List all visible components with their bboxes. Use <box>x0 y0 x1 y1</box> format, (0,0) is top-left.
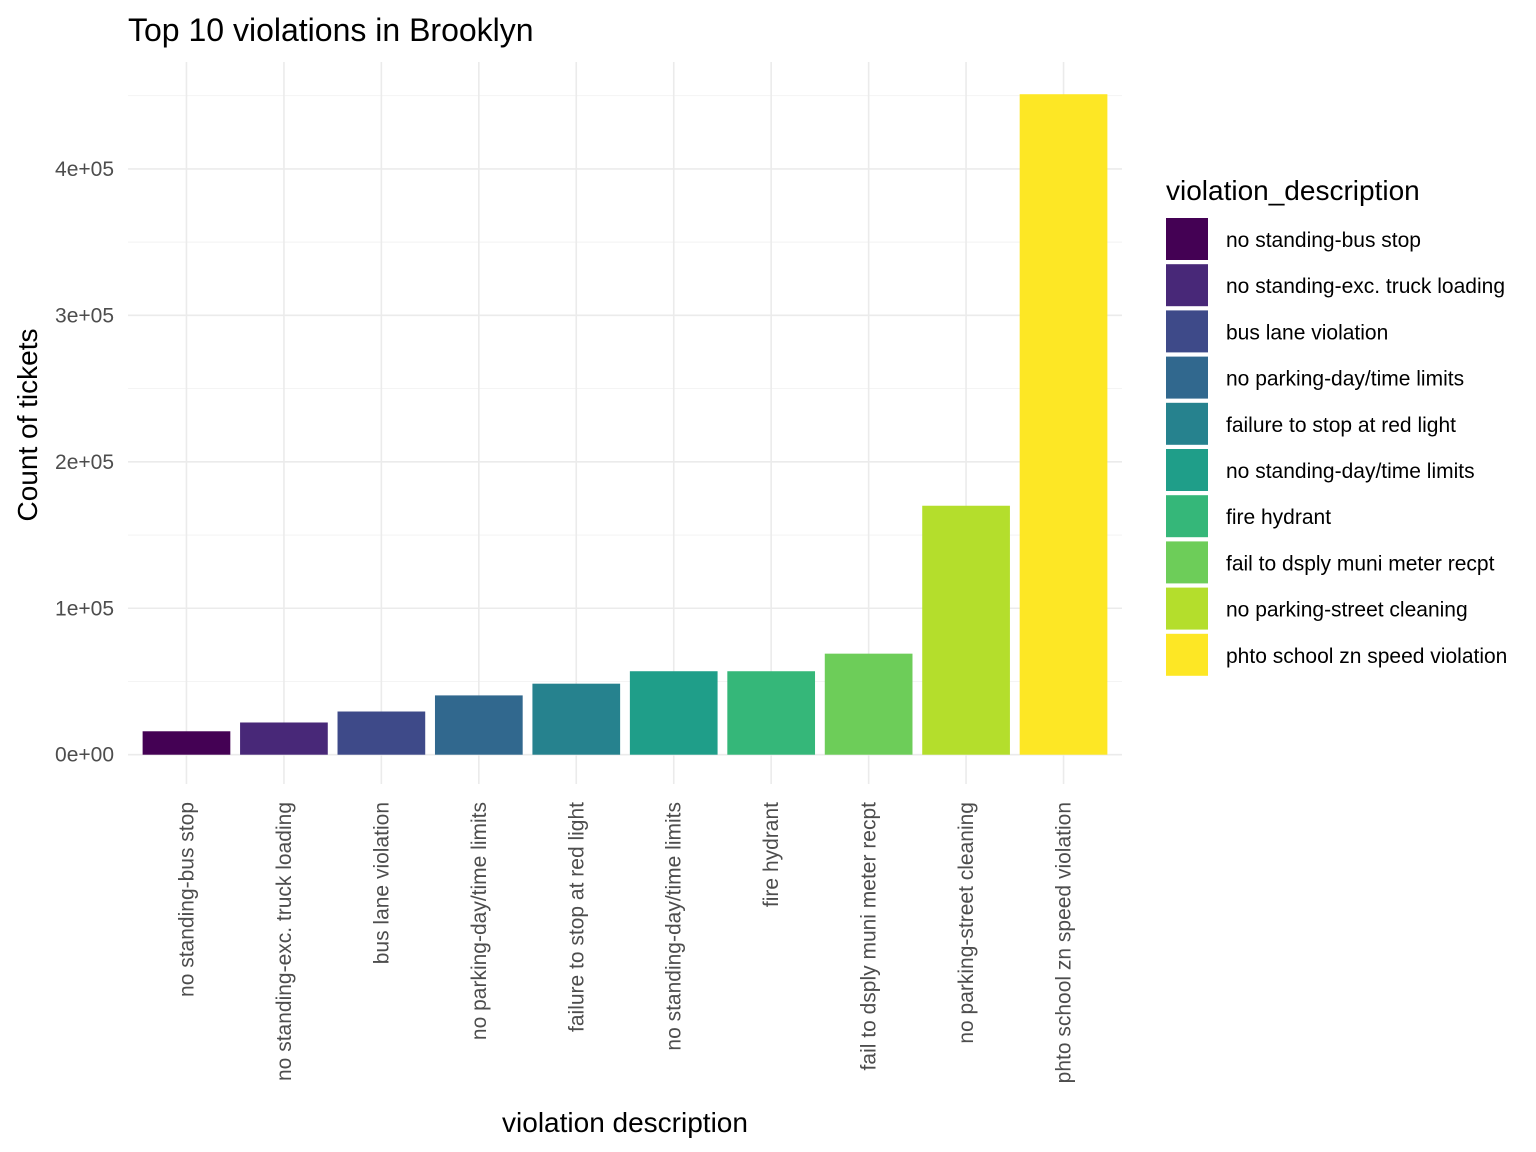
legend-label: no standing-day/time limits <box>1226 460 1475 483</box>
bar-6 <box>629 671 718 755</box>
x-tick-label: no standing-day/time limits <box>663 802 686 1051</box>
legend-key-5 <box>1166 402 1208 445</box>
y-tick-label: 1e+05 <box>55 597 114 620</box>
bar-7 <box>727 671 816 755</box>
legend-key-2 <box>1166 264 1208 307</box>
legend-label: bus lane violation <box>1226 321 1388 344</box>
legend-key-10 <box>1166 633 1208 676</box>
y-tick-label: 0e+00 <box>55 744 114 767</box>
legend: violation_description no standing-bus st… <box>1166 175 1507 676</box>
legend-key-9 <box>1166 587 1208 630</box>
bar-9 <box>922 505 1010 755</box>
legend-label: no standing-exc. truck loading <box>1226 275 1505 298</box>
legend-items: no standing-bus stop no standing-exc. tru… <box>1166 218 1507 676</box>
y-tick-label: 2e+05 <box>55 451 114 474</box>
legend-key-4 <box>1166 356 1208 399</box>
x-tick-label: fail to dsply muni meter recpt <box>858 802 881 1071</box>
y-axis-ticks: 0e+00 1e+05 2e+05 3e+05 4e+05 <box>55 158 114 767</box>
legend-key-3 <box>1166 310 1208 353</box>
x-axis-title: violation description <box>502 1107 748 1138</box>
y-axis-title: Count of tickets <box>12 329 43 522</box>
legend-label: failure to stop at red light <box>1226 414 1456 437</box>
legend-key-8 <box>1166 541 1208 584</box>
chart-title: Top 10 violations in Brooklyn <box>128 12 534 48</box>
legend-label: no standing-bus stop <box>1226 229 1421 252</box>
x-tick-label: fire hydrant <box>760 802 783 907</box>
bar-8 <box>824 653 913 755</box>
bar-2 <box>240 722 328 755</box>
bar-3 <box>337 711 426 755</box>
x-tick-label: bus lane violation <box>370 802 393 964</box>
grid <box>128 62 1122 784</box>
legend-label: no parking-street cleaning <box>1226 599 1468 622</box>
legend-title: violation_description <box>1166 175 1420 206</box>
bar-1 <box>142 731 231 755</box>
x-tick-label: no standing-exc. truck loading <box>273 802 296 1081</box>
bars <box>142 94 1108 755</box>
bar-5 <box>532 683 621 755</box>
x-tick-label: no standing-bus stop <box>175 802 198 997</box>
y-tick-label: 3e+05 <box>55 304 114 327</box>
legend-key-1 <box>1166 218 1208 260</box>
x-tick-label: no parking-day/time limits <box>468 802 491 1040</box>
y-tick-label: 4e+05 <box>55 158 114 181</box>
bar-4 <box>434 695 523 755</box>
legend-key-7 <box>1166 495 1208 538</box>
legend-label: fail to dsply muni meter recpt <box>1226 552 1495 575</box>
x-axis-ticks: no standing-bus stop no standing-exc. tru… <box>175 802 1075 1084</box>
x-tick-label: phto school zn speed violation <box>1053 802 1076 1083</box>
x-tick-label: failure to stop at red light <box>565 802 588 1032</box>
legend-label: fire hydrant <box>1226 506 1331 529</box>
bar-10 <box>1019 94 1108 755</box>
legend-label: phto school zn speed violation <box>1226 645 1507 668</box>
legend-label: no parking-day/time limits <box>1226 368 1464 391</box>
legend-key-6 <box>1166 449 1208 491</box>
x-tick-label: no parking-street cleaning <box>955 802 978 1044</box>
